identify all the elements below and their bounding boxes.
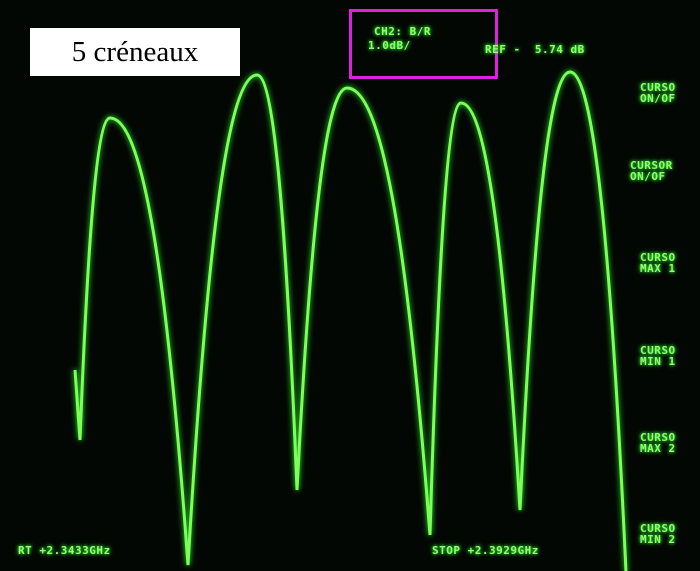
scale-label: 1.0dB/ [368,40,411,52]
softkey-label: MAX 1 [640,263,676,275]
softkey-label: MIN 2 [640,534,676,546]
trace-layer [0,0,700,571]
ref-label: REF - 5.74 dB [485,44,585,56]
softkey-label: ON/OF [640,93,676,105]
trace [75,72,626,571]
softkey-label: MIN 1 [640,356,676,368]
start-label: RT +2.3433GHz [18,545,111,557]
softkey-label: ON/OF [630,171,666,183]
analyzer-screen: 5 créneaux CH2: B/R 1.0dB/ REF - 5.74 dB… [0,0,700,571]
annotation-label: 5 créneaux [30,28,240,76]
softkey-label: MAX 2 [640,443,676,455]
stop-label: STOP +2.3929GHz [432,545,539,557]
channel-label: CH2: B/R [374,26,431,38]
